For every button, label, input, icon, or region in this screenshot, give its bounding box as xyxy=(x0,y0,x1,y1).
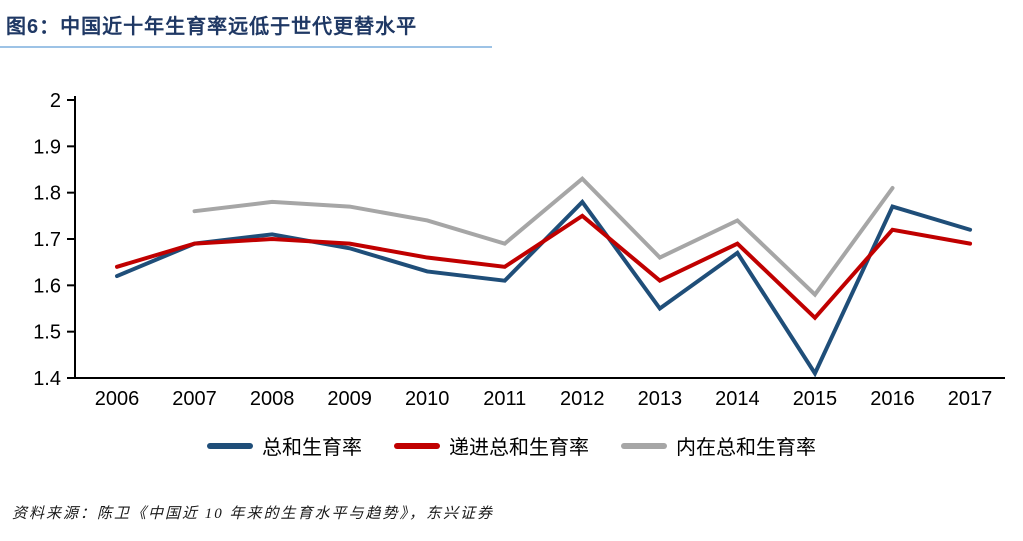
chart-legend: 总和生育率 递进总和生育率 内在总和生育率 xyxy=(0,431,1023,460)
x-tick-label: 2017 xyxy=(948,388,993,410)
y-tick-label: 1.5 xyxy=(33,322,61,344)
x-tick-label: 2006 xyxy=(95,388,140,410)
x-tick-label: 2007 xyxy=(172,388,217,410)
legend-label: 总和生育率 xyxy=(262,437,362,459)
x-tick-label: 2010 xyxy=(405,388,450,410)
legend-line-swatch-icon xyxy=(207,442,253,449)
x-tick-label: 2016 xyxy=(870,388,915,410)
legend-line-swatch-icon xyxy=(621,442,667,449)
x-tick-label: 2009 xyxy=(327,388,372,410)
title-underline xyxy=(0,46,492,48)
figure-title: 图6：中国近十年生育率远低于世代更替水平 xyxy=(6,16,418,38)
x-tick-label: 2014 xyxy=(715,388,760,410)
x-tick-label: 2013 xyxy=(638,388,683,410)
y-tick-label: 1.8 xyxy=(33,183,61,205)
legend-item: 递进总和生育率 xyxy=(394,431,589,460)
x-tick-label: 2008 xyxy=(250,388,295,410)
y-tick-label: 1.6 xyxy=(33,275,61,297)
series-line-1 xyxy=(115,213,973,321)
legend-label: 内在总和生育率 xyxy=(676,437,816,459)
fertility-line-chart: 2 1.9 1.8 1.7 1.6 1.5 1.4 2006 2007 2008 2009 2010 2… xyxy=(33,90,1005,410)
y-tick-label: 1.4 xyxy=(33,368,61,390)
y-tick-label: 1.7 xyxy=(33,229,61,251)
source-note: 资料来源：陈卫《中国近 10 年来的生育水平与趋势》，东兴证券 xyxy=(12,506,495,522)
legend-item: 总和生育率 xyxy=(207,431,362,460)
x-tick-label: 2011 xyxy=(483,388,526,410)
legend-item: 内在总和生育率 xyxy=(621,431,816,460)
y-tick-label: 2 xyxy=(50,90,61,112)
series-line-2 xyxy=(192,176,895,298)
legend-label: 递进总和生育率 xyxy=(449,437,589,459)
y-tick-label: 1.9 xyxy=(33,136,61,158)
x-tick-label: 2012 xyxy=(560,388,605,410)
x-tick-label: 2015 xyxy=(793,388,838,410)
legend-line-swatch-icon xyxy=(394,442,440,449)
